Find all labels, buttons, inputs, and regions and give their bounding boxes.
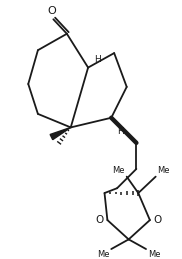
Text: Me: Me [158, 166, 170, 175]
Text: Me: Me [97, 250, 109, 259]
Polygon shape [50, 127, 71, 140]
Text: H: H [94, 55, 101, 64]
Text: O: O [154, 215, 162, 225]
Text: Me: Me [148, 250, 161, 259]
Text: Me: Me [112, 166, 125, 175]
Text: H: H [117, 127, 124, 136]
Text: O: O [47, 6, 56, 16]
Text: O: O [95, 215, 104, 225]
